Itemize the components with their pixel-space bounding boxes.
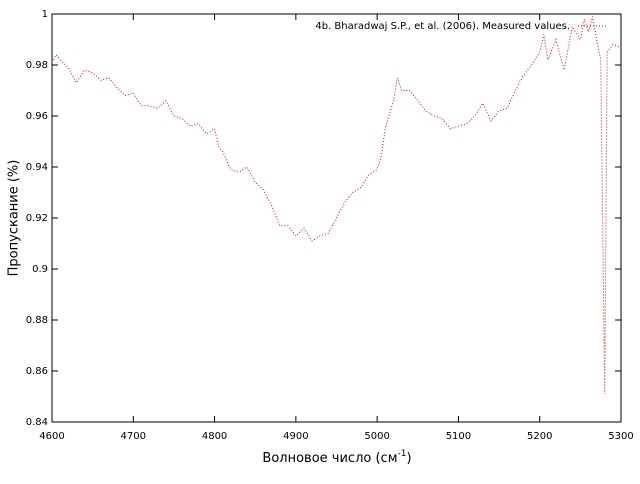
x-tick-label: 5100	[446, 431, 471, 442]
y-tick-label: 0.96	[26, 111, 48, 122]
data-line	[51, 16, 622, 394]
y-tick-label: 0.98	[26, 60, 48, 71]
x-axis-label: Волновое число (см-1)	[262, 449, 411, 466]
x-tick-label: 4600	[39, 431, 64, 442]
legend-label: 4b. Bharadwaj S.P., et al. (2006). Measu…	[315, 21, 570, 32]
x-tick-label: 5000	[364, 431, 389, 442]
y-tick-label: 0.94	[26, 162, 48, 173]
x-tick-label: 5200	[527, 431, 552, 442]
x-label-end: )	[406, 451, 411, 466]
y-tick-label: 1	[42, 9, 48, 20]
y-axis-label: Пропускание (%)	[7, 160, 22, 277]
x-label-sup: -1	[398, 449, 407, 459]
x-label-main: Волновое число (см	[262, 451, 397, 466]
x-tick-label: 4800	[202, 431, 227, 442]
x-tick-label: 4700	[121, 431, 146, 442]
y-tick-label: 0.84	[26, 417, 48, 428]
y-tick-label: 0.9	[32, 264, 48, 275]
y-tick-label: 0.92	[26, 213, 48, 224]
x-tick-label: 5300	[608, 431, 633, 442]
y-tick-label: 0.86	[26, 366, 48, 377]
y-tick-label: 0.88	[26, 315, 48, 326]
x-tick-label: 4900	[283, 431, 308, 442]
